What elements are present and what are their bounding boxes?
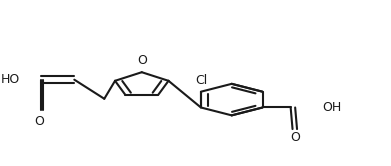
Text: HO: HO — [1, 73, 20, 86]
Text: OH: OH — [323, 101, 342, 114]
Text: Cl: Cl — [195, 74, 207, 87]
Text: O: O — [137, 54, 147, 67]
Text: O: O — [290, 131, 300, 144]
Text: O: O — [34, 115, 44, 127]
